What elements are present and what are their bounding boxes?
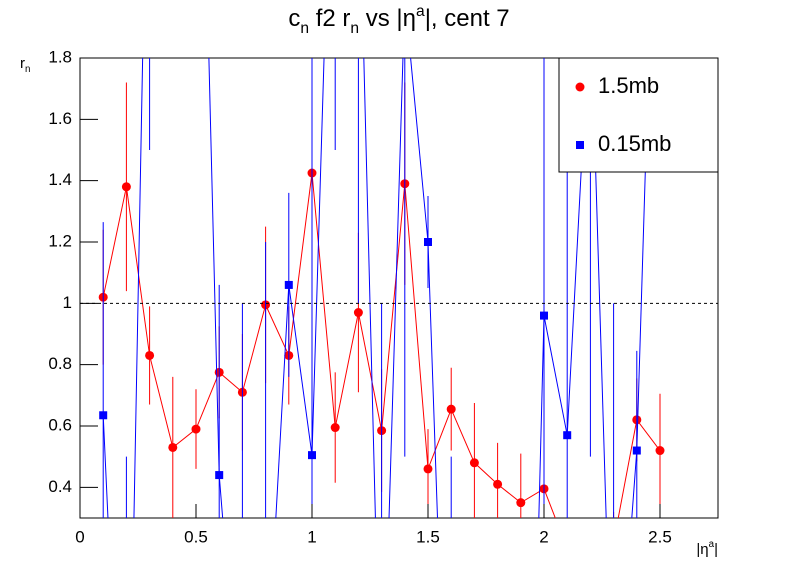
x-tick-label: 0.5 <box>184 527 208 546</box>
plot-area <box>98 58 665 518</box>
marker <box>516 498 526 508</box>
y-tick-label: 1.2 <box>48 231 72 250</box>
marker <box>215 471 224 480</box>
marker <box>424 238 432 246</box>
x-axis-label-part: |η <box>696 541 708 558</box>
x-tick-label: 0 <box>75 527 84 546</box>
chart-title-part: n <box>350 20 359 37</box>
marker <box>423 464 433 474</box>
y-tick-label: 0.6 <box>48 415 72 434</box>
marker <box>330 423 340 433</box>
x-tick-label: 2.5 <box>648 527 672 546</box>
y-tick-label: 1.4 <box>48 170 72 189</box>
chart-title-part: f2 r <box>309 5 350 32</box>
chart-title-part: a <box>416 3 425 20</box>
marker <box>446 404 456 414</box>
y-tick-label: 1.6 <box>48 109 72 128</box>
x-tick-label: 1.5 <box>416 527 440 546</box>
y-tick-label: 1.8 <box>48 47 72 66</box>
plot-frame <box>79 57 719 519</box>
x-axis-label-part: a <box>709 539 715 550</box>
marker <box>493 479 503 489</box>
x-tick-label: 1 <box>307 527 316 546</box>
marker <box>145 350 155 360</box>
marker <box>308 451 316 460</box>
marker <box>99 411 108 420</box>
y-axis-label: rn <box>20 55 30 75</box>
y-tick-label: 0.8 <box>48 354 72 373</box>
x-axis-label: |ηa| <box>696 539 718 558</box>
chart-title-part: n <box>300 20 309 37</box>
marker <box>632 446 641 455</box>
marker <box>469 458 479 468</box>
chart-title-part: vs |η <box>359 5 416 32</box>
marker <box>563 431 572 440</box>
legend-box <box>558 57 719 173</box>
marker <box>540 311 548 320</box>
legend-label: 0.15mb <box>598 131 671 156</box>
legend-marker <box>575 82 585 92</box>
y-axis-label-part: n <box>25 64 30 75</box>
x-axis-label-part: | <box>714 541 718 558</box>
chart-title-part: c <box>288 5 300 32</box>
legend-marker <box>576 141 584 149</box>
marker <box>121 182 131 192</box>
marker <box>655 446 665 456</box>
y-tick-label: 1 <box>63 293 72 312</box>
marker <box>353 308 363 318</box>
y-axis-label-part: r <box>20 55 25 72</box>
legend-label: 1.5mb <box>598 73 659 98</box>
x-tick-label: 2 <box>539 527 548 546</box>
chart-title: cn f2 rn vs |ηa|, cent 7 <box>288 3 509 37</box>
marker <box>284 280 293 289</box>
y-tick-label: 0.4 <box>48 477 72 496</box>
chart-title-part: |, cent 7 <box>425 5 510 32</box>
marker <box>168 442 178 452</box>
marker <box>191 424 201 434</box>
